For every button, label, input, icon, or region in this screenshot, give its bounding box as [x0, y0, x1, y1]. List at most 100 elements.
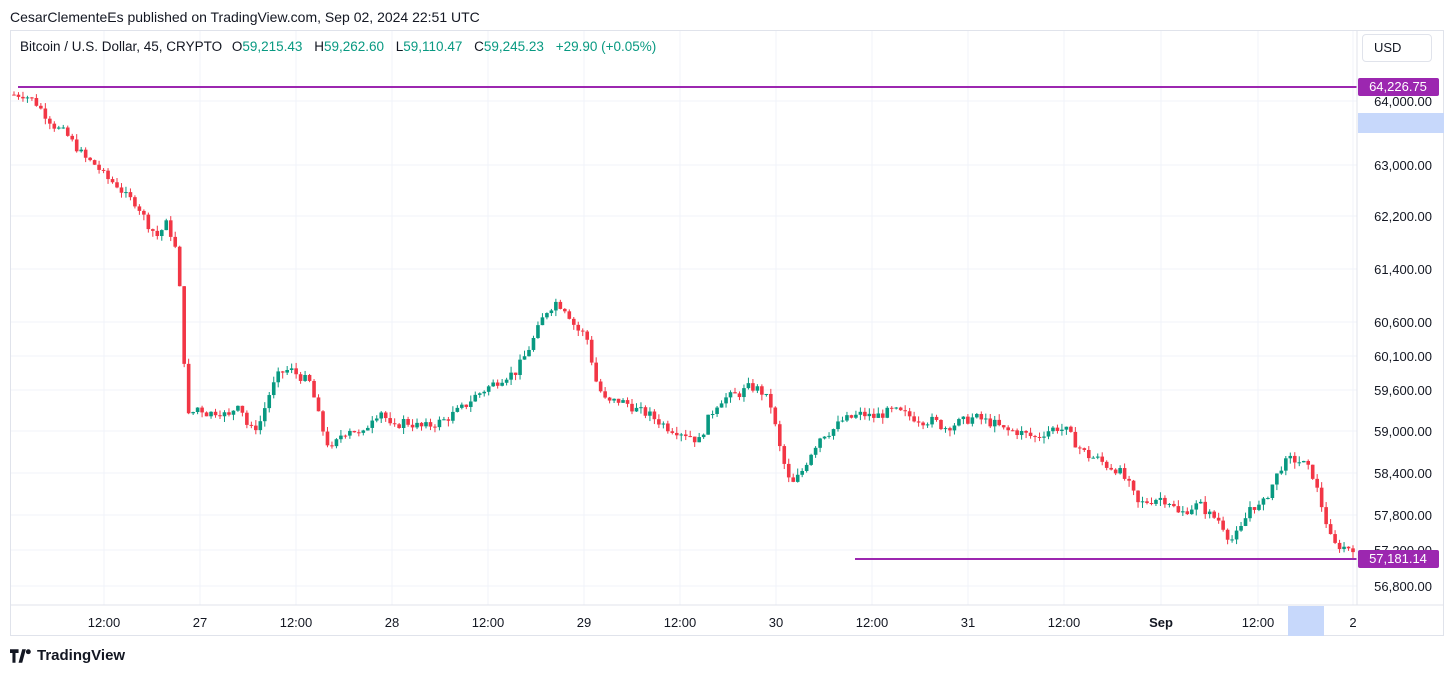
x-tick-label: 2	[1349, 615, 1356, 630]
candle	[912, 411, 916, 423]
candle	[674, 426, 679, 440]
candle	[97, 160, 101, 174]
candle	[1015, 428, 1019, 440]
candle	[876, 407, 881, 418]
candle-body	[1203, 501, 1208, 515]
candle-body	[540, 317, 545, 326]
candle	[128, 188, 133, 201]
candle-body	[746, 383, 751, 389]
candle-body	[1234, 530, 1239, 540]
candle	[491, 379, 495, 387]
candle	[119, 183, 124, 198]
candle	[1042, 431, 1046, 444]
candle	[240, 405, 245, 417]
candle	[468, 395, 473, 412]
candle	[1163, 495, 1167, 508]
candle	[361, 429, 366, 436]
candle-body	[679, 434, 684, 436]
candle	[509, 366, 513, 386]
candle-body	[477, 393, 482, 395]
candle	[751, 379, 755, 393]
candle-body	[213, 411, 218, 416]
candle-body	[733, 392, 737, 394]
candle	[621, 398, 625, 403]
y-tick-label: 62,200.00	[1374, 209, 1432, 224]
candle-body	[760, 386, 764, 395]
candle-body	[374, 418, 379, 421]
candle-body	[495, 382, 500, 386]
candle	[298, 371, 303, 384]
candle	[65, 125, 70, 137]
y-tick-label: 61,400.00	[1374, 262, 1432, 277]
candle	[666, 420, 670, 434]
candle	[822, 436, 827, 440]
candle	[79, 146, 83, 153]
candle-body	[1064, 426, 1069, 430]
candle	[1095, 453, 1100, 460]
candle	[1082, 447, 1087, 452]
candle	[227, 408, 231, 417]
candle	[603, 387, 607, 399]
candle	[352, 430, 357, 433]
candle-body	[661, 423, 666, 425]
candle-body	[849, 415, 854, 418]
candle	[867, 408, 872, 421]
candle	[1091, 455, 1096, 459]
candle-body	[83, 149, 88, 158]
chart-frame[interactable]	[10, 30, 1444, 636]
candle-body	[571, 318, 576, 325]
x-tick-label: 12:00	[88, 615, 121, 630]
candle	[61, 124, 66, 129]
candle-body	[446, 419, 451, 421]
candle	[151, 228, 155, 237]
candle	[818, 437, 822, 453]
candle-body	[898, 407, 903, 411]
candle	[110, 176, 115, 184]
candle	[442, 416, 446, 421]
candle	[1140, 496, 1145, 508]
currency-button[interactable]: USD	[1362, 34, 1432, 62]
candle-body	[876, 413, 881, 418]
candle-body	[1046, 431, 1051, 437]
candle-body	[142, 210, 146, 215]
candle	[648, 407, 652, 422]
candle	[688, 430, 693, 438]
candle	[1337, 539, 1342, 553]
candle-body	[1091, 457, 1096, 459]
candle	[209, 411, 213, 419]
candle-body	[1333, 534, 1337, 543]
candle-body	[997, 419, 1002, 426]
candle	[1024, 430, 1028, 439]
candle-body	[522, 356, 527, 360]
candle-body	[392, 423, 397, 425]
candle	[1257, 500, 1261, 512]
candle	[880, 409, 885, 424]
y-tick-label: 63,000.00	[1374, 158, 1432, 173]
low-label: L	[395, 39, 404, 54]
x-tick-label: 12:00	[1242, 615, 1275, 630]
candle-body	[930, 416, 934, 425]
candle	[92, 159, 97, 165]
candle-body	[804, 464, 809, 471]
candle-body	[634, 407, 639, 412]
candle	[1225, 528, 1230, 545]
candle-body	[1310, 464, 1315, 479]
candle-body	[159, 230, 164, 237]
candle	[983, 413, 988, 424]
candle-body	[379, 412, 384, 419]
candle-body	[509, 372, 513, 380]
tradingview-brand[interactable]: TradingView	[10, 647, 125, 664]
candle-body	[334, 439, 339, 447]
candle-body	[558, 301, 563, 309]
x-tick-label: 12:00	[664, 615, 697, 630]
candle-body	[401, 419, 406, 429]
candle-body	[688, 436, 693, 438]
candle-body	[683, 434, 688, 437]
candle	[760, 384, 764, 401]
candle	[294, 362, 298, 379]
candle	[236, 405, 240, 412]
candle-body	[764, 393, 769, 395]
candle	[348, 428, 352, 439]
candle	[966, 414, 970, 425]
